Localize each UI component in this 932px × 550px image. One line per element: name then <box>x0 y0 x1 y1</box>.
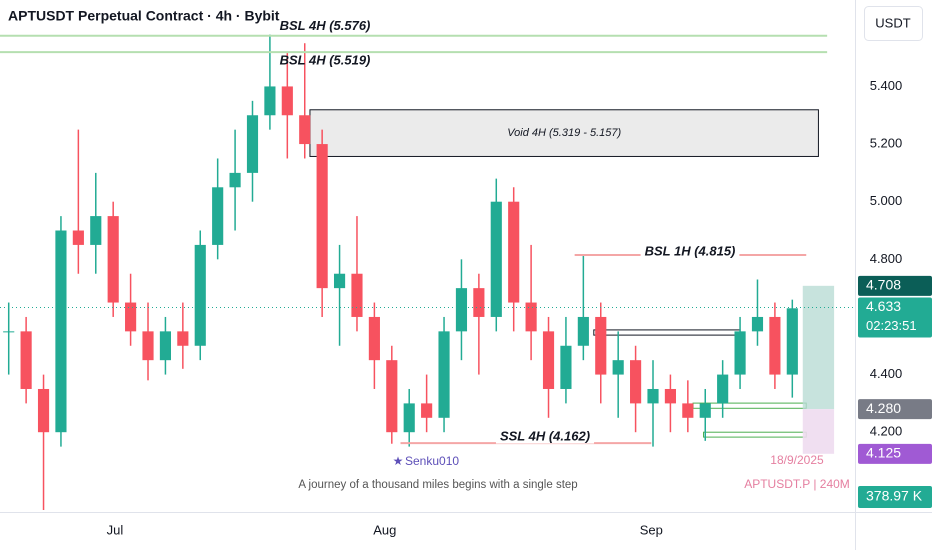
candle-body <box>455 288 468 332</box>
label-bg <box>495 428 595 444</box>
candle-body <box>37 388 50 433</box>
star-icon: ★ <box>393 454 404 468</box>
candle-body <box>194 244 206 346</box>
y-tick-label: 4.800 <box>870 251 903 266</box>
candle-body <box>299 115 311 145</box>
title-bg <box>0 2 262 30</box>
y-tick-label: 4.400 <box>870 366 903 381</box>
price-tag <box>858 297 932 338</box>
level-label: SSL 4H (4.162) <box>500 429 590 444</box>
quote: A journey of a thousand miles begins wit… <box>298 479 577 491</box>
level-label: BSL 1H (4.815) <box>645 243 736 258</box>
price-tag-label: 4.280 <box>866 400 901 416</box>
stop-zone <box>802 409 835 454</box>
price-tag <box>858 275 932 296</box>
candle-body <box>72 230 84 245</box>
candle-body <box>699 403 711 418</box>
candle-body <box>508 201 520 303</box>
candle-body <box>786 308 798 375</box>
candle-body <box>264 86 276 116</box>
price-tag <box>858 399 932 420</box>
candle-body <box>525 302 537 332</box>
x-tick-label: Jul <box>107 522 124 537</box>
y-tick-label: 5.000 <box>870 193 903 208</box>
volume-tag <box>858 486 932 508</box>
currency: USDT <box>875 15 910 30</box>
y-tick-label: 5.400 <box>870 78 903 93</box>
countdown: 02:23:51 <box>866 318 917 333</box>
candle-body <box>612 360 624 375</box>
candle-body <box>55 230 67 433</box>
candle-body <box>316 144 328 289</box>
candle-body <box>577 316 589 346</box>
candle-body <box>664 388 676 404</box>
y-tick-label: 4.200 <box>870 424 903 439</box>
candle-body <box>125 302 137 332</box>
candle-body <box>630 360 642 404</box>
y-tick-label: 5.200 <box>870 136 903 151</box>
candle-body <box>20 331 32 389</box>
candle-body <box>490 201 502 317</box>
price-tag-label: 4.633 <box>866 298 901 314</box>
candle-body <box>769 316 781 375</box>
date-label: 18/9/2025 <box>770 453 824 467</box>
candle-body <box>751 316 764 332</box>
price-tag <box>858 443 932 464</box>
author: Senku010 <box>405 454 459 468</box>
currency-box[interactable] <box>864 6 923 41</box>
candle-body <box>734 331 746 375</box>
chart-title: APTUSDT Perpetual Contract · 4h · Bybit <box>8 8 280 24</box>
candle-body <box>107 216 119 303</box>
candle-body <box>386 360 398 433</box>
volume-tag-label: 378.97 K <box>866 488 923 504</box>
level-label: BSL 4H (5.519) <box>280 53 371 68</box>
order-block <box>703 431 807 438</box>
candle-body <box>682 403 694 418</box>
candle-body <box>560 345 572 389</box>
level-label: BSL 4H (5.576) <box>280 18 371 33</box>
candle-body <box>595 316 607 375</box>
candle-body <box>368 316 380 361</box>
target-zone <box>802 285 835 410</box>
candle-body <box>438 331 450 418</box>
x-tick-label: Aug <box>373 522 396 537</box>
candle-body <box>212 187 224 245</box>
candle-body <box>90 216 102 245</box>
candle-body <box>421 403 433 418</box>
label-bg <box>640 243 740 259</box>
candle-body <box>542 331 555 389</box>
candle-body <box>473 288 485 317</box>
price-tag-label: 4.708 <box>866 277 901 293</box>
candle-body <box>647 388 659 404</box>
candle-body <box>177 331 189 346</box>
candle-body <box>403 403 415 433</box>
symbol-label: APTUSDT.P | 240M <box>744 477 850 491</box>
candle-body <box>142 331 154 361</box>
candle-body <box>333 273 346 289</box>
plot: Void 4H (5.319 - 5.157) BSL 4H (5.576) BSL… <box>0 18 855 510</box>
candle-body <box>3 331 15 333</box>
price-tag-label: 4.125 <box>866 445 901 461</box>
order-block <box>593 329 741 336</box>
candle-body <box>159 331 171 361</box>
candle-body <box>281 86 293 116</box>
candle-body <box>717 374 729 404</box>
candle-body <box>229 172 241 188</box>
candle-body <box>351 273 363 317</box>
candle-body <box>246 115 259 173</box>
x-tick-label: Sep <box>640 522 663 537</box>
void-label: Void 4H (5.319 - 5.157) <box>507 127 621 139</box>
